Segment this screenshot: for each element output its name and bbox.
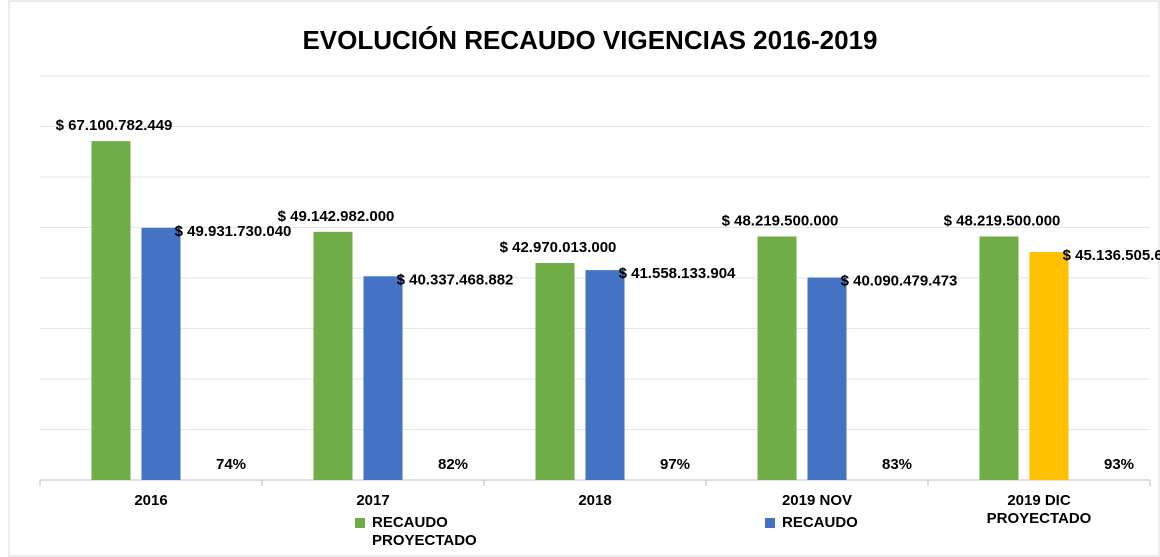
value-label: $ 40.090.479.473 [841, 273, 958, 290]
value-label: $ 41.558.133.904 [619, 265, 736, 282]
x-tick-label-box: 2016 [134, 492, 168, 509]
percentage-label: 93% [1104, 456, 1134, 473]
x-tick-label-box: 2018 [578, 492, 612, 509]
x-tick-label-box: 2019 DIC PROYECTADO [986, 492, 1092, 527]
x-tick-label: 2018 [578, 492, 612, 509]
value-label: $ 48.219.500.000 [722, 212, 839, 229]
value-label: $ 67.100.782.449 [56, 117, 173, 134]
value-label: $ 45.136.505.650 [1063, 247, 1160, 264]
value-label: $ 42.970.013.000 [500, 239, 617, 256]
legend-label-box: RECAUDO [782, 514, 858, 531]
legend-swatch [355, 518, 365, 528]
bar [91, 141, 131, 480]
bar [141, 227, 181, 480]
value-label: $ 49.931.730.040 [175, 223, 292, 240]
x-tick-label-box: 2019 NOV [781, 492, 853, 509]
legend-label: RECAUDO PROYECTADO [372, 514, 477, 549]
bar [585, 270, 625, 480]
x-tick-label-box: 2017 [356, 492, 390, 509]
percentage-label: 97% [660, 456, 690, 473]
x-tick-label: 2019 DIC PROYECTADO [986, 492, 1092, 527]
x-tick-label: 2016 [134, 492, 168, 509]
percentage-label: 83% [882, 456, 912, 473]
bar [807, 277, 847, 480]
legend-label-box: RECAUDO PROYECTADO [372, 514, 477, 549]
x-tick-label: 2017 [356, 492, 390, 509]
chart-title: EVOLUCIÓN RECAUDO VIGENCIAS 2016-2019 [302, 25, 877, 55]
bar [979, 236, 1019, 480]
x-tick-label: 2019 NOV [781, 492, 853, 509]
bar [363, 276, 403, 480]
value-label: $ 48.219.500.000 [944, 212, 1061, 229]
value-label: $ 40.337.468.882 [397, 271, 514, 288]
legend-swatch [765, 518, 775, 528]
value-label: $ 49.142.982.000 [278, 208, 395, 225]
legend-label: RECAUDO [782, 514, 858, 531]
bar [1029, 252, 1069, 480]
percentage-label: 82% [438, 456, 468, 473]
bar [313, 231, 353, 480]
bar [757, 236, 797, 480]
percentage-label: 74% [216, 456, 246, 473]
bar [535, 263, 575, 480]
